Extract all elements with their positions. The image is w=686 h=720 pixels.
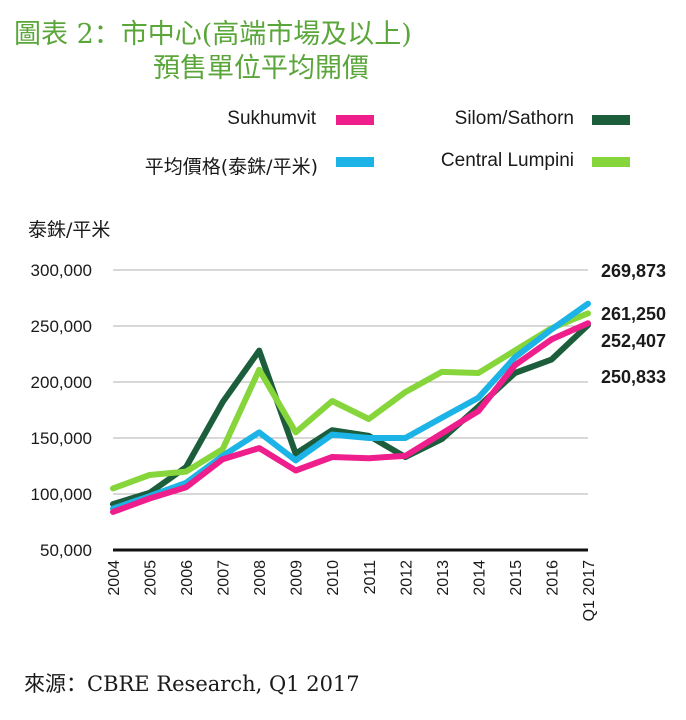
chart-title: 圖表 2：市中心(高端市場及以上) — [14, 19, 412, 50]
y-tick-label: 300,000 — [31, 261, 92, 280]
x-tick-label: 2006 — [179, 560, 196, 596]
x-tick-label: 2005 — [143, 560, 160, 596]
x-tick-label: Q1 2017 — [581, 560, 598, 621]
legend-swatch-average-price — [336, 157, 374, 167]
legend-label-silom-sathorn: Silom/Sathorn — [454, 108, 574, 129]
x-tick-label: 2015 — [508, 560, 525, 596]
chart-subtitle: 預售單位平均開價 — [153, 53, 369, 84]
x-tick-label: 2010 — [325, 560, 342, 596]
x-tick-label: 2011 — [362, 560, 379, 595]
x-tick-label: 2008 — [252, 560, 269, 596]
legend-label-sukhumvit: Sukhumvit — [227, 108, 316, 129]
source-note: 來源：CBRE Research, Q1 2017 — [24, 672, 360, 696]
series-line-silom-sathorn — [110, 322, 591, 508]
legend-swatch-central-lumpini — [592, 157, 630, 167]
x-tick-label: 2007 — [216, 560, 233, 596]
end-value-label: 252,407 — [601, 331, 666, 351]
y-tick-label: 250,000 — [31, 317, 92, 336]
series-line-central-lumpini — [110, 310, 591, 492]
x-tick-label: 2016 — [544, 560, 561, 596]
y-tick-label: 100,000 — [31, 485, 92, 504]
y-tick-label: 150,000 — [31, 429, 92, 448]
series-line-sukhumvit — [110, 320, 591, 515]
legend-swatch-silom-sathorn — [592, 115, 630, 125]
x-tick-label: 2004 — [106, 560, 123, 596]
end-value-label: 269,873 — [601, 261, 666, 281]
y-axis-unit-label: 泰銖/平米 — [28, 219, 111, 241]
end-value-label: 250,833 — [601, 367, 666, 387]
legend-label-average-price: 平均價格(泰銖/平米) — [144, 156, 318, 178]
x-tick-label: 2013 — [435, 560, 452, 596]
x-tick-label: 2014 — [471, 560, 488, 596]
legend-swatch-sukhumvit — [336, 115, 374, 125]
y-tick-label: 50,000 — [40, 541, 92, 560]
y-tick-label: 200,000 — [31, 373, 92, 392]
series-line-average-price — [110, 300, 591, 512]
legend-label-central-lumpini: Central Lumpini — [440, 150, 574, 171]
x-tick-label: 2009 — [289, 560, 306, 596]
end-value-label: 261,250 — [601, 304, 666, 324]
x-tick-label: 2012 — [398, 560, 415, 596]
